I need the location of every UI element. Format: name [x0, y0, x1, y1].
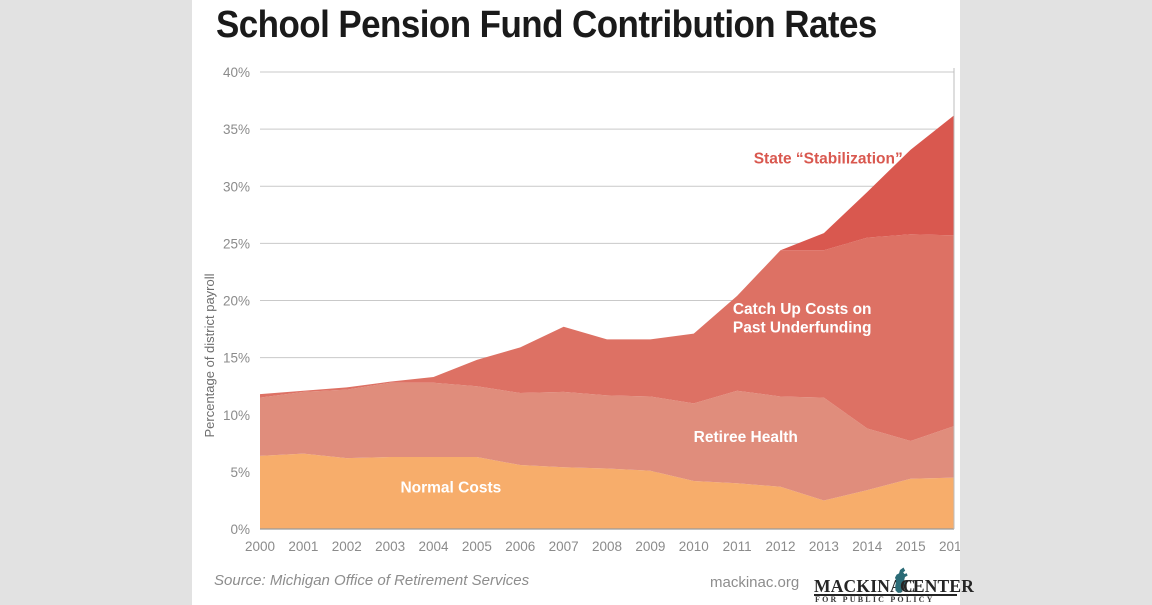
y-tick-label: 25%	[223, 236, 250, 251]
series-annotations: State “Stabilization” Catch Up Costs onPa…	[400, 150, 902, 496]
y-axis-title: Percentage of district payroll	[202, 273, 217, 437]
y-tick-label: 35%	[223, 122, 250, 137]
x-tick-label: 2005	[462, 539, 492, 554]
series-annotation: Catch Up Costs on	[733, 301, 872, 318]
y-tick-label: 5%	[230, 465, 250, 480]
x-tick-label: 2000	[245, 539, 275, 554]
y-axis-label: Percentage of district payroll	[202, 273, 217, 437]
x-tick-label: 2014	[852, 539, 883, 554]
x-tick-label: 2002	[332, 539, 362, 554]
stacked-area-chart: 0%5%10%15%20%25%30%35%40% 2000 2001 2002 20…	[202, 65, 960, 554]
y-tick-label: 30%	[223, 179, 250, 194]
x-tick-label: 2006	[505, 539, 535, 554]
logo-word-mackinac: MACKINAC	[814, 576, 916, 596]
x-tick-label: 2010	[679, 539, 709, 554]
x-tick-label: 2003	[375, 539, 405, 554]
y-tick-label: 20%	[223, 294, 250, 309]
y-tick-label: 40%	[223, 65, 250, 80]
y-tick-label: 15%	[223, 351, 250, 366]
x-tick-label: 2007	[549, 539, 579, 554]
chart-card: School Pension Fund Contribution Rates 0…	[192, 0, 974, 605]
area-series-group	[260, 115, 954, 529]
michigan-mitten-icon	[895, 567, 908, 593]
logo-tagline: FOR PUBLIC POLICY	[815, 595, 935, 604]
logo-divider	[814, 594, 957, 596]
y-tick-label: 0%	[230, 522, 250, 537]
x-tick-label: 2016	[939, 539, 960, 554]
mackinac-center-logo: MACKINAC CENTER FOR PUBLIC POLICY	[814, 567, 974, 604]
area-series-3	[260, 234, 954, 442]
area-series-1	[260, 453, 954, 529]
area-series-2	[260, 382, 954, 501]
x-axis-ticks: 2000 2001 2002 2003 2004 2005 2006 2007 2008 2009…	[245, 539, 960, 554]
source-note: Source: Michigan Office of Retirement Se…	[214, 572, 530, 589]
site-url[interactable]: mackinac.org	[710, 574, 800, 591]
series-annotation: Past Underfunding	[733, 319, 872, 336]
x-tick-label: 2008	[592, 539, 622, 554]
x-tick-label: 2004	[418, 539, 449, 554]
x-tick-label: 2001	[288, 539, 318, 554]
y-axis-ticks: 0% 5% 10% 15% 20% 25% 30% 35% 40%	[223, 65, 250, 537]
x-tick-label: 2013	[809, 539, 839, 554]
axes	[260, 68, 955, 530]
logo-word-center: CENTER	[900, 576, 975, 596]
y-tick-label: 10%	[223, 408, 250, 423]
series-annotation: State “Stabilization”	[754, 150, 903, 167]
x-tick-label: 2015	[896, 539, 926, 554]
page-title: School Pension Fund Contribution Rates	[216, 4, 877, 46]
x-tick-label: 2012	[765, 539, 795, 554]
series-annotation: Normal Costs	[400, 479, 501, 496]
series-annotation: Retiree Health	[694, 429, 798, 446]
x-tick-label: 2011	[723, 539, 752, 554]
x-tick-label: 2009	[635, 539, 665, 554]
chart-plot-area: 0% 5% 10% 15% 20% 25% 30% 35% 40% 2000 2001 2002 20…	[192, 0, 960, 605]
